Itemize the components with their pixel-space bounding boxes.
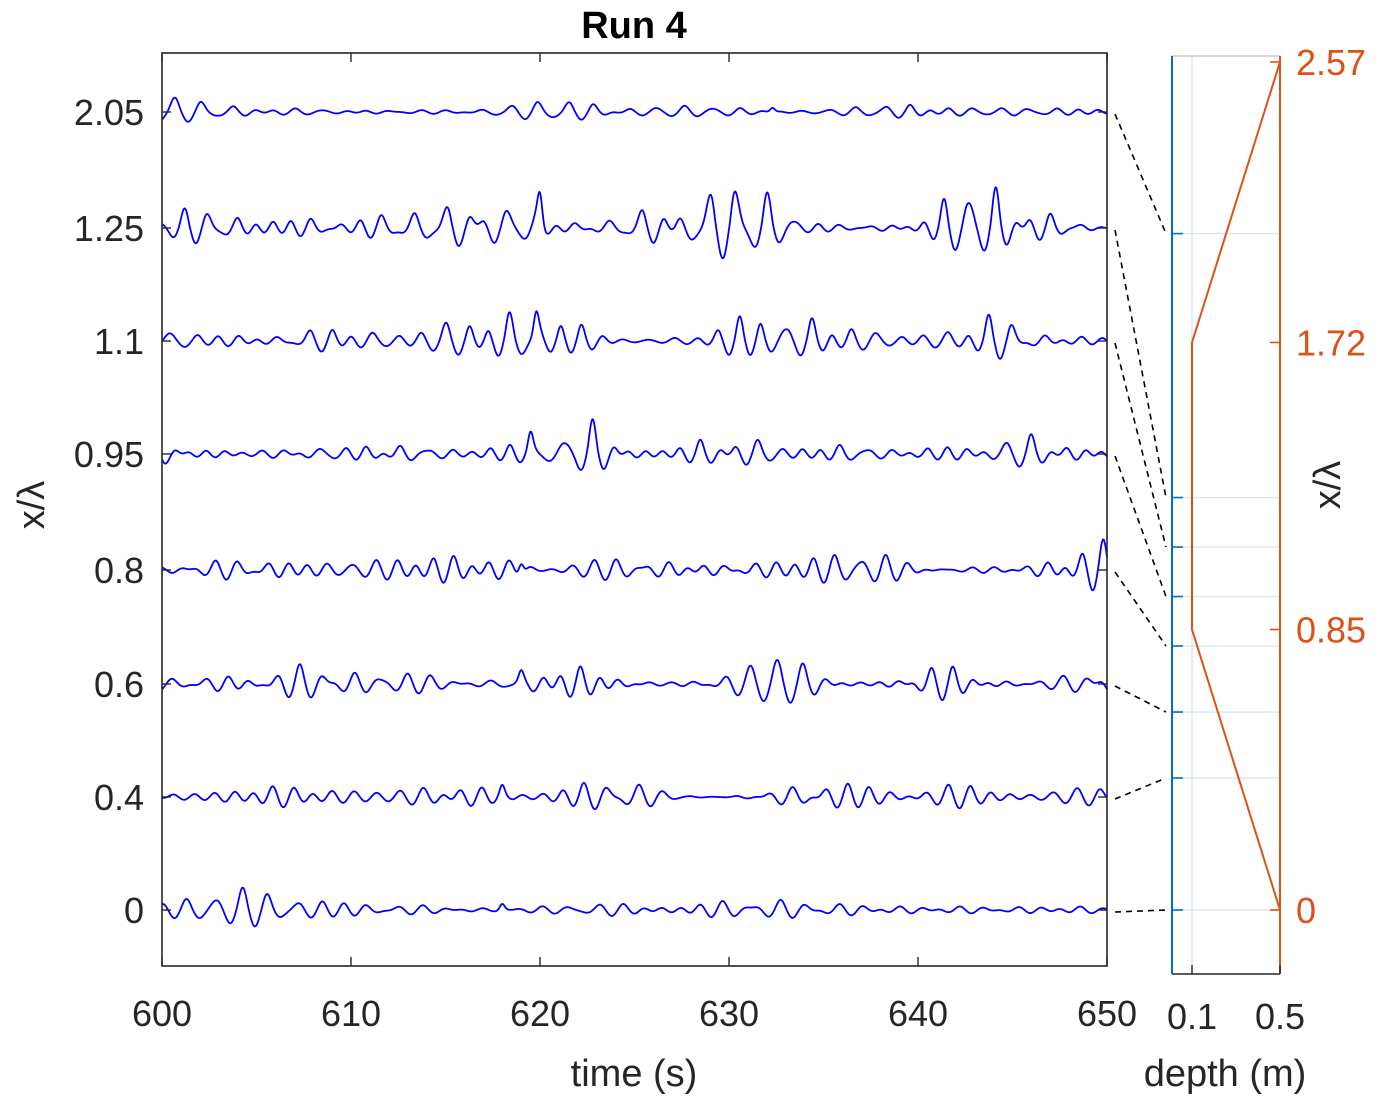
x-tick-label: 650 (1077, 993, 1137, 1034)
profile-x-tick-label: 0.1 (1167, 996, 1217, 1037)
y-tick-label: 0 (124, 890, 144, 931)
gauge-connector (1114, 342, 1167, 548)
wave-trace (161, 886, 1108, 928)
profile-x-axis-label: depth (m) (1144, 1053, 1307, 1095)
gauge-connector (1114, 455, 1167, 597)
wave-trace (161, 781, 1108, 811)
y-tick-label: 0.6 (94, 664, 144, 705)
right-tick-label: 1.72 (1296, 322, 1366, 363)
y-tick-label: 2.05 (74, 92, 144, 133)
wave-trace (161, 538, 1108, 592)
main-x-axis-label: time (s) (571, 1053, 698, 1095)
depth-profile-line (1191, 61, 1281, 911)
right-tick-label: 0.85 (1296, 610, 1366, 651)
y-tick-label: 0.4 (94, 777, 144, 818)
right-tick-label: 0 (1296, 890, 1316, 931)
wave-trace (161, 418, 1108, 471)
depth-profile-panel: 0 0.85 1.72 2.57 0.1 0.5 (1167, 42, 1366, 1037)
x-tick-label: 610 (321, 993, 381, 1034)
gauge-connectors (1114, 113, 1167, 913)
x-tick-label: 620 (510, 993, 570, 1034)
gauge-connector (1114, 571, 1167, 647)
gauge-connector (1114, 909, 1167, 913)
gauge-connector (1114, 685, 1167, 713)
profile-y-axis-label: x/λ (1307, 461, 1349, 510)
y-tick-label: 1.25 (74, 208, 144, 249)
x-tick-label: 630 (699, 993, 759, 1034)
chart-title: Run 4 (581, 5, 687, 47)
x-tick-label: 640 (888, 993, 948, 1034)
y-tick-label: 0.8 (94, 550, 144, 591)
wave-trace (161, 659, 1108, 704)
main-plot-frame (161, 52, 1108, 967)
wave-traces (161, 96, 1108, 928)
y-tick-label: 0.95 (74, 434, 144, 475)
y-tick-label: 1.1 (94, 321, 144, 362)
gauge-connector (1114, 777, 1167, 800)
wave-trace (161, 310, 1108, 360)
x-tick-label: 600 (132, 993, 192, 1034)
gauge-connector (1114, 229, 1167, 498)
main-axis-ticks: 0 0.4 0.6 0.8 0.95 1.1 1.25 2.05 600 610 620 630 640… (74, 53, 1137, 1034)
wave-trace (161, 186, 1108, 260)
wave-trace (161, 96, 1108, 123)
right-tick-label: 2.57 (1296, 42, 1366, 83)
main-y-axis-label: x/λ (11, 481, 53, 530)
profile-x-tick-label: 0.5 (1255, 996, 1305, 1037)
